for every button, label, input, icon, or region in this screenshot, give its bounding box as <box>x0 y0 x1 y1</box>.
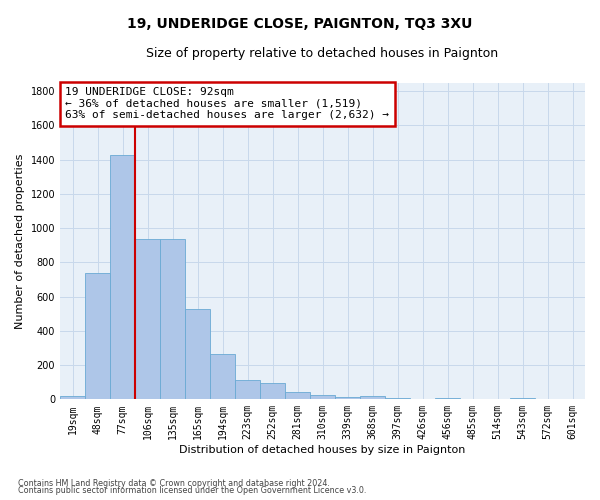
Bar <box>260 383 285 400</box>
Bar <box>235 380 260 400</box>
Bar <box>310 395 335 400</box>
Y-axis label: Number of detached properties: Number of detached properties <box>15 153 25 328</box>
Text: Contains public sector information licensed under the Open Government Licence v3: Contains public sector information licen… <box>18 486 367 495</box>
Bar <box>435 398 460 400</box>
Bar <box>210 354 235 400</box>
Title: Size of property relative to detached houses in Paignton: Size of property relative to detached ho… <box>146 48 499 60</box>
Bar <box>135 238 160 400</box>
Bar <box>110 156 135 400</box>
Bar <box>60 396 85 400</box>
Bar <box>185 308 210 400</box>
Bar <box>510 398 535 400</box>
Bar <box>385 398 410 400</box>
X-axis label: Distribution of detached houses by size in Paignton: Distribution of detached houses by size … <box>179 445 466 455</box>
Bar <box>285 392 310 400</box>
Text: 19 UNDERIDGE CLOSE: 92sqm
← 36% of detached houses are smaller (1,519)
63% of se: 19 UNDERIDGE CLOSE: 92sqm ← 36% of detac… <box>65 88 389 120</box>
Bar <box>160 238 185 400</box>
Text: 19, UNDERIDGE CLOSE, PAIGNTON, TQ3 3XU: 19, UNDERIDGE CLOSE, PAIGNTON, TQ3 3XU <box>127 18 473 32</box>
Bar <box>335 397 360 400</box>
Bar <box>85 274 110 400</box>
Bar <box>360 396 385 400</box>
Text: Contains HM Land Registry data © Crown copyright and database right 2024.: Contains HM Land Registry data © Crown c… <box>18 478 330 488</box>
